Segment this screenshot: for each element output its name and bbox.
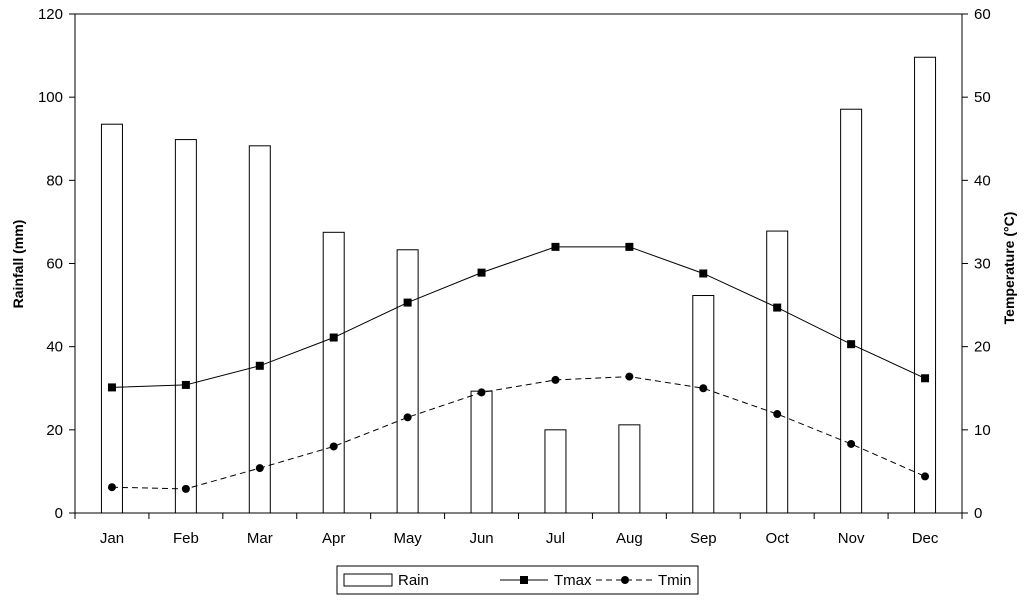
- series-marker-tmax: [329, 333, 338, 342]
- series-marker-tmax: [255, 361, 264, 370]
- series-marker-tmax: [477, 268, 486, 277]
- rain-bar-feb: [174, 139, 197, 514]
- series-marker-tmin: [107, 483, 116, 492]
- rain-bar-jan: [100, 123, 123, 514]
- x-tick-label: May: [393, 530, 422, 547]
- series-marker-tmin: [551, 375, 560, 384]
- series-marker-tmax: [921, 374, 930, 383]
- y-left-tick-label: 60: [46, 256, 63, 273]
- series-marker-tmin: [329, 442, 338, 451]
- series-marker-tmin: [625, 372, 634, 381]
- y-right-tick-label: 0: [974, 505, 982, 522]
- rain-bar-mar: [248, 145, 271, 514]
- y-right-tick-label: 30: [974, 256, 991, 273]
- y-axis-left-title: Rainfall (mm): [10, 220, 26, 309]
- y-right-tick-label: 50: [974, 89, 991, 106]
- y-right-tick-label: 60: [974, 6, 991, 23]
- rain-bar-nov: [840, 108, 863, 514]
- rain-bar-sep: [692, 295, 715, 514]
- series-marker-tmin: [699, 384, 708, 393]
- series-line-tmax: [111, 246, 926, 388]
- x-tick-label: Sep: [690, 530, 717, 547]
- y-left-tick-label: 20: [46, 422, 63, 439]
- series-marker-tmin: [921, 472, 930, 481]
- y-left-tick-label: 100: [38, 89, 63, 106]
- x-tick-label: Apr: [322, 530, 345, 547]
- rain-bar-jul: [544, 429, 567, 514]
- series-marker-tmin: [477, 388, 486, 397]
- rain-bar-apr: [322, 231, 345, 514]
- x-tick-label: Jun: [469, 530, 493, 547]
- series-marker-tmax: [107, 383, 116, 392]
- series-marker-tmin: [773, 410, 782, 419]
- y-right-tick-label: 40: [974, 172, 991, 189]
- y-left-tick-label: 40: [46, 339, 63, 356]
- legend-tmin-marker: [621, 576, 629, 584]
- series-marker-tmax: [403, 298, 412, 307]
- x-tick-label: Oct: [766, 530, 790, 547]
- series-marker-tmax: [699, 269, 708, 278]
- y-right-tick-label: 20: [974, 339, 991, 356]
- rain-bar-dec: [914, 56, 937, 514]
- series-marker-tmin: [403, 413, 412, 422]
- legend-label-tmax: Tmax: [554, 572, 592, 589]
- series-marker-tmin: [181, 484, 190, 493]
- rain-bar-jun: [470, 390, 493, 514]
- series-marker-tmax: [181, 380, 190, 389]
- series-marker-tmax: [847, 340, 856, 349]
- x-tick-label: Jul: [546, 530, 565, 547]
- x-tick-label: Aug: [616, 530, 643, 547]
- plot-frame: [74, 13, 963, 514]
- x-tick-label: Dec: [912, 530, 939, 547]
- x-tick-label: Mar: [247, 530, 273, 547]
- y-left-tick-label: 0: [55, 505, 63, 522]
- x-tick-label: Nov: [838, 530, 865, 547]
- plot-area: 0 20 40 60 80 100 120 0 10 20 30 40 50 60 Jan Feb Mar Apr…: [38, 6, 991, 547]
- legend-rain-swatch: [343, 573, 393, 587]
- series-marker-tmax: [773, 303, 782, 312]
- legend-label-tmin: Tmin: [658, 572, 691, 589]
- series-line-tmin: [111, 376, 926, 490]
- rain-bar-may: [396, 249, 419, 514]
- rain-bar-aug: [618, 424, 641, 514]
- legend: Rain Tmax Tmin: [336, 565, 699, 595]
- y-right-tick-label: 10: [974, 422, 991, 439]
- legend-label-rain: Rain: [398, 572, 429, 589]
- y-axis-right-title: Temperature (°C): [1001, 212, 1017, 325]
- x-tick-label: Feb: [173, 530, 199, 547]
- series-marker-tmin: [847, 439, 856, 448]
- x-tick-label: Jan: [100, 530, 124, 547]
- rain-bar-oct: [766, 230, 789, 514]
- series-marker-tmin: [255, 464, 264, 473]
- series-marker-tmax: [625, 242, 634, 251]
- y-left-tick-label: 80: [46, 172, 63, 189]
- y-left-tick-label: 120: [38, 6, 63, 23]
- legend-tmax-marker: [520, 576, 528, 584]
- series-marker-tmax: [551, 242, 560, 251]
